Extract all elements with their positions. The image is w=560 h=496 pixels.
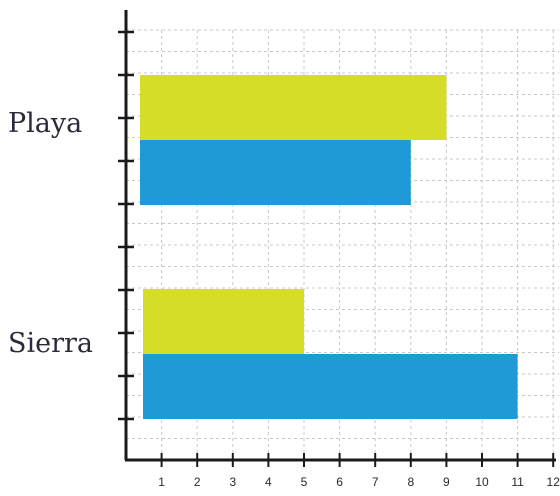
x-tick-label: 4 (265, 475, 272, 489)
bar-sierra-series-2 (143, 354, 518, 419)
category-label: Playa (8, 108, 82, 139)
x-tick-label: 9 (443, 475, 450, 489)
x-tick-label: 11 (511, 475, 524, 489)
x-tick-label: 8 (407, 475, 414, 489)
x-tick-label: 2 (194, 475, 201, 489)
axes-layer (118, 10, 556, 467)
bar-playa-series-1 (140, 75, 447, 140)
category-label: Sierra (8, 328, 93, 359)
x-tick-label: 10 (475, 475, 489, 489)
x-tick-label: 1 (158, 475, 165, 489)
x-tick-label: 7 (372, 475, 379, 489)
bar-sierra-series-1 (143, 289, 304, 354)
bar-playa-series-2 (140, 140, 411, 205)
x-tick-label: 5 (301, 475, 308, 489)
bars-layer (140, 75, 518, 419)
x-tick-label: 3 (229, 475, 236, 489)
x-tick-label: 12 (547, 475, 560, 489)
x-tick-label: 6 (336, 475, 343, 489)
